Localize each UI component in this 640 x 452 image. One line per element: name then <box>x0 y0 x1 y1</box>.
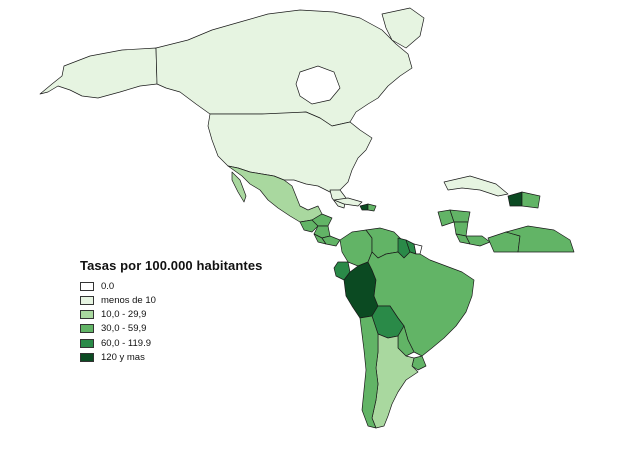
region-alaska <box>39 47 158 99</box>
legend-item: 0.0 <box>80 279 262 293</box>
legend-item: 10,0 - 29,9 <box>80 308 262 322</box>
legend-swatch <box>80 324 94 334</box>
legend-swatch <box>80 295 94 305</box>
region-colombia <box>339 229 373 267</box>
region-panama-inset <box>465 235 491 247</box>
region-canada <box>155 9 413 127</box>
map-legend: Tasas por 100.000 habitantes 0.0 menos de… <box>80 258 262 365</box>
region-greenland <box>381 7 425 49</box>
legend-item: menos de 10 <box>80 293 262 307</box>
region-honduras <box>311 213 333 227</box>
region-cuba-inset <box>443 175 509 197</box>
legend-item: 120 y mas <box>80 350 262 364</box>
legend-swatch <box>80 310 94 320</box>
legend-items: 0.0 menos de 10 10,0 - 29,9 30,0 - 59,9 60,0… <box>80 279 262 364</box>
legend-title: Tasas por 100.000 habitantes <box>80 258 263 273</box>
region-colombia-inset <box>487 231 521 253</box>
region-guatemala <box>299 219 319 233</box>
region-mexico <box>227 165 323 223</box>
region-panama <box>321 235 341 247</box>
region-dominican-republic-inset <box>521 191 541 209</box>
legend-label: 60,0 - 119.9 <box>101 337 152 349</box>
region-haiti <box>359 203 369 211</box>
region-cuba <box>333 197 363 207</box>
region-baja-california <box>231 171 247 203</box>
legend-label: 0.0 <box>101 280 115 292</box>
region-brazil <box>367 251 475 357</box>
legend-label: 120 y mas <box>101 351 145 363</box>
legend-swatch <box>80 338 94 348</box>
legend-label: 10,0 - 29,9 <box>101 309 147 321</box>
legend-swatch <box>80 352 94 362</box>
legend-swatch <box>80 281 94 291</box>
legend-label: 30,0 - 59,9 <box>101 323 147 335</box>
region-dominican-republic <box>367 203 377 212</box>
legend-item: 60,0 - 119.9 <box>80 336 262 350</box>
legend-label: menos de 10 <box>101 294 156 306</box>
region-chile <box>359 315 379 429</box>
legend-item: 30,0 - 59,9 <box>80 322 262 336</box>
caribbean-inset <box>437 175 575 253</box>
region-haiti-inset <box>507 191 523 207</box>
region-venezuela-inset <box>505 225 575 253</box>
